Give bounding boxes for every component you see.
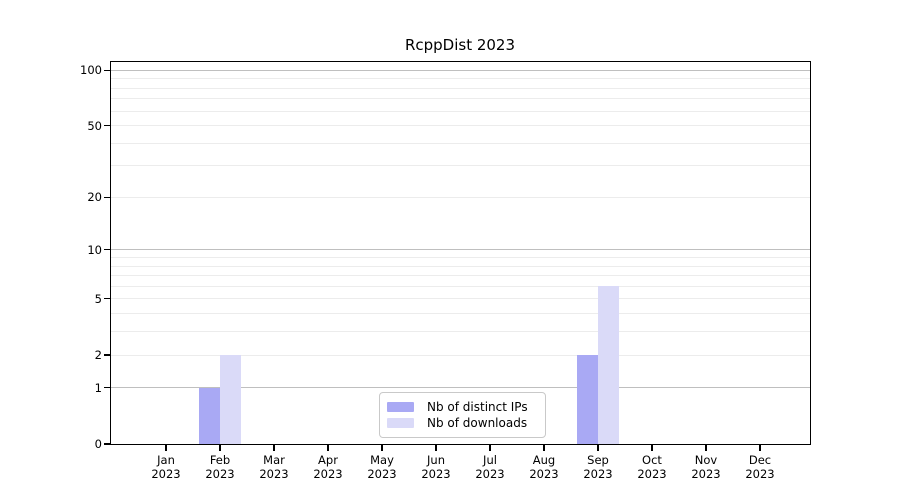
gridline-minor-3 (111, 331, 810, 333)
legend-label-distinct-ips: Nb of distinct IPs (427, 400, 528, 414)
y-axis-tick-20 (103, 196, 110, 198)
y-axis-tick-50 (103, 124, 110, 127)
x-axis-tick-jul (489, 445, 491, 451)
x-axis-tick-jun (435, 445, 437, 451)
x-axis-label-dec: Dec 2023 (745, 453, 775, 481)
y-axis-tick-2 (103, 354, 110, 356)
x-axis-label-mar: Mar 2023 (259, 453, 289, 481)
y-axis-tick-10 (103, 249, 110, 251)
legend-item-downloads: Nb of downloads (387, 415, 537, 431)
x-axis-label-sep: Sep 2023 (583, 453, 613, 481)
gridline-minor-8 (111, 265, 810, 267)
y-axis-label-5: 5 (94, 291, 102, 306)
x-axis-tick-jan (165, 445, 167, 451)
x-axis-tick-sep (597, 445, 599, 451)
gridline-minor-70 (111, 98, 810, 100)
chart-title: RcppDist 2023 (404, 36, 516, 54)
plot-area: Nb of distinct IPs Nb of downloads 0 1 2 5 1… (80, 61, 811, 481)
x-axis-label-jan: Jan 2023 (151, 453, 181, 481)
x-axis-label-oct: Oct 2023 (637, 453, 667, 481)
gridline-minor-4 (111, 313, 810, 315)
gridline-minor-90 (111, 78, 810, 80)
gridline-minor-60 (111, 110, 810, 112)
gridline-minor-40 (111, 142, 810, 144)
y-axis-label-0: 0 (94, 437, 102, 451)
gridline-minor-20 (111, 196, 810, 198)
gridline-minor-50 (111, 125, 810, 127)
gridline-major-100 (111, 69, 810, 71)
legend: Nb of distinct IPs Nb of downloads (379, 392, 546, 438)
x-axis-tick-nov (705, 445, 707, 451)
bar-distinct-ips-feb (199, 387, 220, 444)
x-axis-tick-may (381, 445, 383, 451)
x-axis-tick-mar (273, 445, 275, 451)
y-axis-tick-5 (103, 298, 110, 300)
x-axis-tick-oct (651, 445, 653, 451)
gridline-minor-2 (111, 354, 810, 356)
x-axis-tick-feb (219, 445, 221, 451)
x-axis-label-jun: Jun 2023 (421, 453, 451, 481)
gridline-minor-6 (111, 285, 810, 287)
x-axis-tick-aug (543, 445, 545, 451)
bar-downloads-feb (220, 355, 241, 444)
x-axis-label-feb: Feb 2023 (205, 453, 235, 481)
x-axis-label-aug: Aug 2023 (529, 453, 559, 481)
gridline-minor-30 (111, 165, 810, 167)
y-axis-tick-1 (103, 387, 110, 389)
x-axis-tick-dec (759, 445, 761, 451)
y-axis-label-50: 50 (87, 118, 102, 133)
legend-swatch-distinct-ips (387, 401, 414, 413)
gridline-minor-5 (111, 298, 810, 300)
gridline-major-10 (111, 249, 810, 251)
x-axis-label-may: May 2023 (367, 453, 397, 481)
y-axis-tick-0 (103, 443, 110, 445)
y-axis-tick-100 (103, 69, 110, 71)
gridline-minor-9 (111, 256, 810, 258)
x-axis-label-jul: Jul 2023 (475, 453, 505, 481)
bar-distinct-ips-sep (577, 355, 598, 444)
legend-swatch-downloads (387, 417, 414, 429)
y-axis-label-2: 2 (94, 348, 102, 362)
gridline-minor-7 (111, 275, 810, 277)
x-axis-label-nov: Nov 2023 (691, 453, 721, 481)
y-axis-label-10: 10 (87, 242, 102, 257)
y-axis-label-1: 1 (94, 380, 102, 395)
y-axis-label-20: 20 (87, 190, 102, 205)
legend-item-distinct-ips: Nb of distinct IPs (387, 399, 537, 415)
x-axis-tick-apr (327, 445, 329, 451)
x-axis-label-apr: Apr 2023 (313, 453, 343, 481)
legend-label-downloads: Nb of downloads (427, 416, 528, 430)
gridline-major-1 (111, 387, 810, 389)
y-axis-label-100: 100 (80, 63, 102, 78)
gridline-minor-80 (111, 87, 810, 89)
bar-downloads-sep (598, 286, 619, 444)
